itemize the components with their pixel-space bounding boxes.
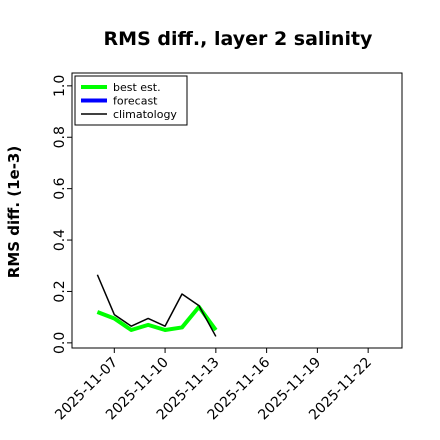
series-lines (96, 274, 218, 337)
series-line-best-est (96, 304, 218, 333)
y-tick-label: 1.0 (52, 75, 68, 97)
y-axis-label: RMS diff. (1e-3) (5, 146, 23, 278)
legend-label: forecast (113, 95, 158, 108)
y-tick-label: 0.0 (52, 332, 68, 354)
y-tick-label: 0.8 (52, 126, 68, 148)
y-ticks: 0.0 0.2 0.4 0.6 0.8 1.0 (52, 75, 72, 354)
chart-title: RMS diff., layer 2 salinity (104, 28, 374, 50)
y-tick-label: 0.2 (52, 280, 68, 302)
x-ticks: 2025-11-072025-11-102025-11-132025-11-16… (52, 348, 375, 423)
legend-label: best est. (113, 81, 161, 94)
plot-frame (71, 72, 403, 349)
y-tick-label: 0.6 (52, 177, 68, 199)
series-line-climatology (96, 274, 217, 337)
y-tick-label: 0.4 (52, 229, 68, 251)
legend-label: climatology (113, 108, 177, 121)
